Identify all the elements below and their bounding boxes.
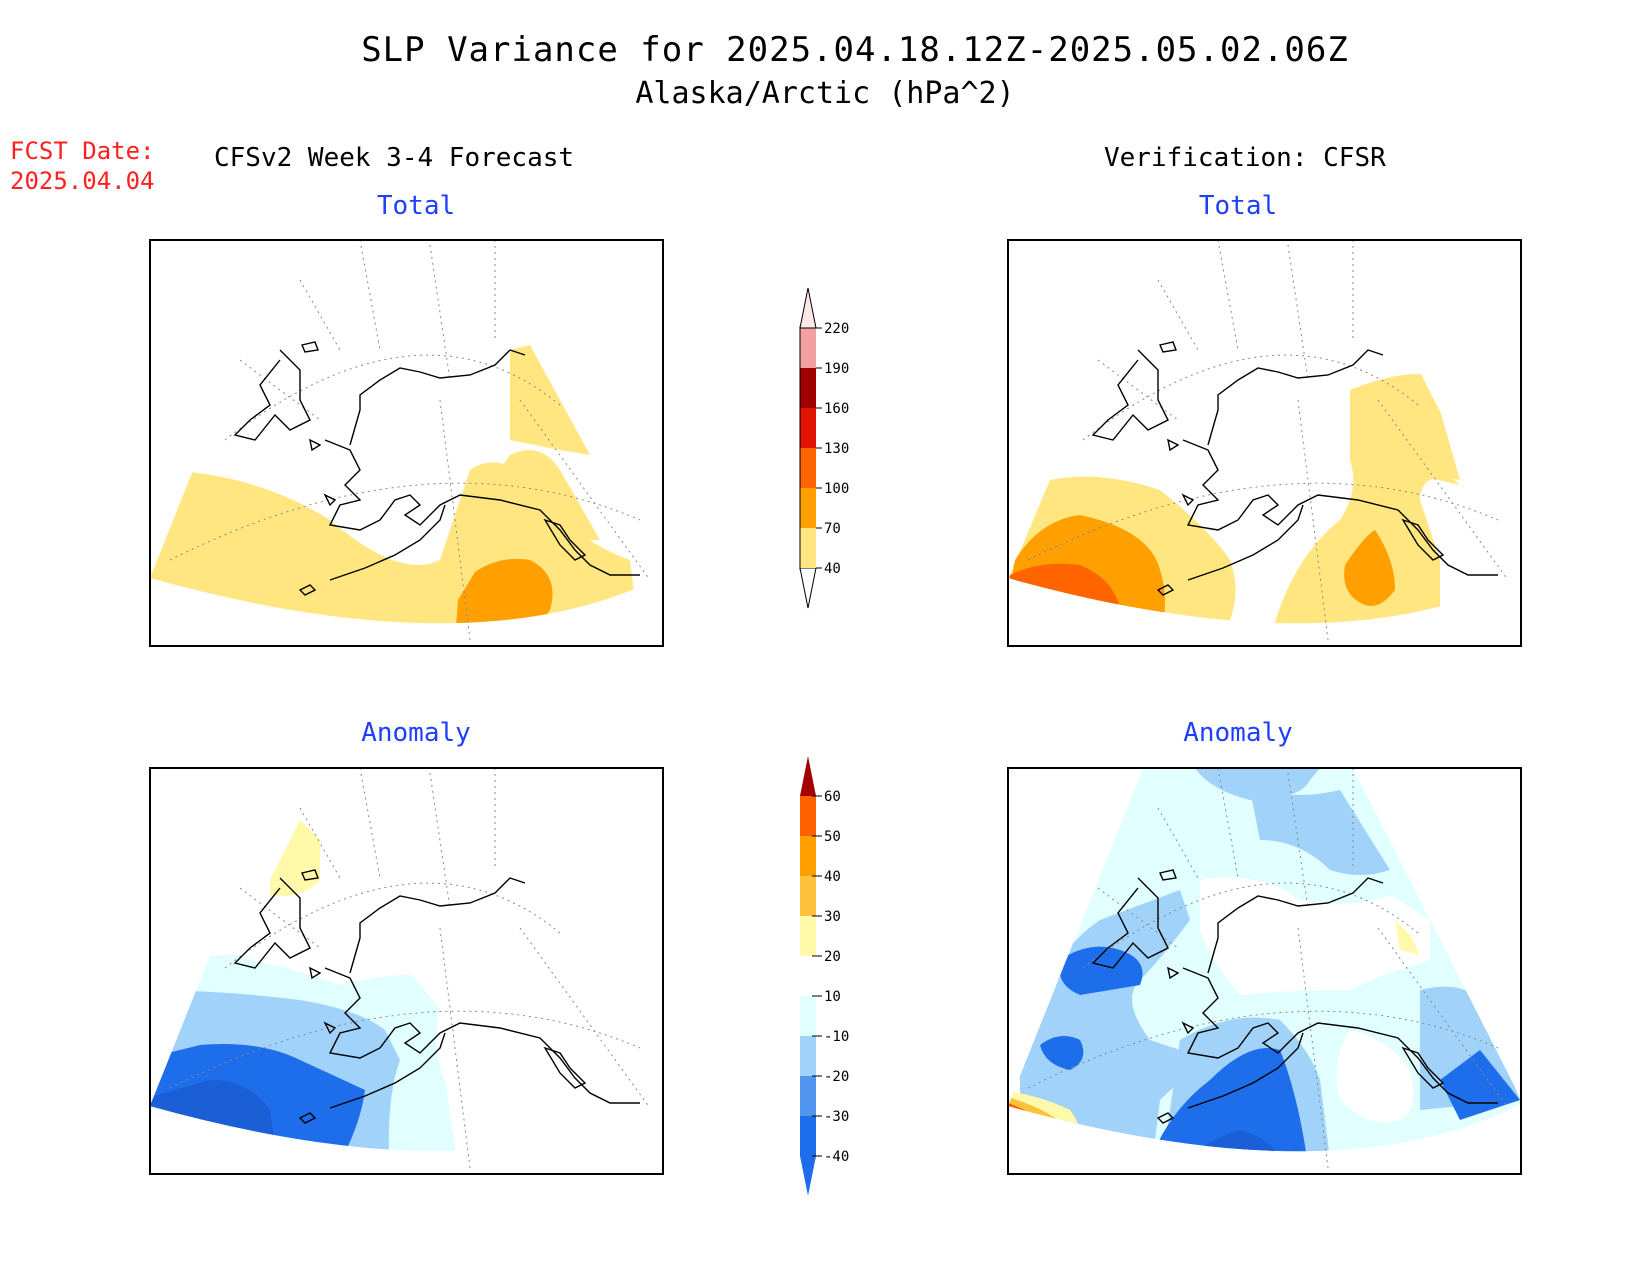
verification-anomaly-shading — [1008, 768, 1523, 1152]
forecast-anomaly-title: Anomaly — [361, 718, 471, 748]
page-subtitle: Alaska/Arctic (hPa^2) — [635, 76, 1015, 111]
forecast-date-label: FCST Date: — [10, 137, 155, 165]
graticule — [169, 239, 651, 641]
map-frame — [1007, 767, 1522, 1175]
colorbar-box — [800, 836, 816, 876]
total-colorbar: 40 70 100 130 160 190 220 — [799, 287, 849, 609]
colorbar-tick-label: 10 — [824, 989, 841, 1005]
page-title: SLP Variance for 2025.04.18.12Z-2025.05.… — [361, 30, 1349, 70]
map-frame — [1007, 239, 1522, 647]
colorbar-tick-label: 130 — [824, 441, 849, 457]
map-frame — [149, 239, 664, 647]
colorbar-box — [800, 916, 816, 956]
forecast-total-shading — [150, 345, 640, 624]
colorbar-tick-label: 40 — [824, 561, 841, 577]
colorbar-box — [800, 368, 816, 408]
colorbar-lower-extension — [800, 1156, 816, 1196]
forecast-date-block: FCST Date: 2025.04.04 — [10, 136, 155, 196]
colorbar-tick-label: -30 — [824, 1109, 849, 1125]
anomaly-colorbar: -40 -30 -20 -10 10 20 30 40 50 60 — [800, 756, 849, 1196]
colorbar-box — [800, 996, 816, 1036]
forecast-anomaly-shading — [150, 820, 460, 1152]
colorbar-tick-label: 60 — [824, 789, 841, 805]
colorbar-box — [800, 528, 816, 568]
forecast-date-value: 2025.04.04 — [10, 167, 155, 195]
colorbar-tick-label: 50 — [824, 829, 841, 845]
graticule — [1027, 239, 1509, 641]
forecast-anomaly-map — [149, 767, 664, 1175]
forecast-column-heading: CFSv2 Week 3-4 Forecast — [214, 143, 575, 173]
verification-total-title: Total — [1198, 191, 1278, 221]
colorbar-tick-label: 220 — [824, 321, 849, 337]
coastlines — [233, 341, 640, 596]
colorbar-tick-label: -10 — [824, 1029, 849, 1045]
colorbar-box — [800, 328, 816, 368]
colorbar-tick-label: 100 — [824, 481, 849, 497]
map-frame — [149, 767, 664, 1175]
graticule — [1027, 767, 1509, 1169]
forecast-total-title: Total — [376, 191, 456, 221]
colorbar-tick-label: 30 — [824, 909, 841, 925]
colorbar-box — [800, 1076, 816, 1116]
colorbar-box — [800, 876, 816, 916]
colorbar-upper-extension — [800, 756, 816, 796]
colorbar-box — [800, 488, 816, 528]
colorbar-box — [800, 448, 816, 488]
colorbar-tick-label: 20 — [824, 949, 841, 965]
colorbar-tick-label: -20 — [824, 1069, 849, 1085]
colorbar-tick-label: 190 — [824, 361, 849, 377]
colorbar-tick-label: 70 — [824, 521, 841, 537]
verification-total-shading — [1008, 374, 1460, 624]
colorbar-box — [800, 1036, 816, 1076]
coastlines — [1091, 869, 1498, 1124]
colorbar-tick-label: 40 — [824, 869, 841, 885]
forecast-total-map — [149, 239, 664, 647]
colorbar-box — [800, 1116, 816, 1156]
colorbar-box — [800, 796, 816, 836]
coastlines — [233, 869, 640, 1124]
verification-anomaly-title: Anomaly — [1183, 718, 1293, 748]
verification-total-map — [1007, 239, 1522, 647]
graticule — [169, 767, 651, 1169]
colorbar-tick-label: -40 — [824, 1149, 849, 1165]
verification-column-heading: Verification: CFSR — [1104, 143, 1386, 173]
verification-anomaly-map — [1007, 767, 1523, 1175]
colorbar-upper-extension — [799, 287, 817, 329]
colorbar-tick-label: 160 — [824, 401, 849, 417]
colorbar-lower-extension — [799, 567, 817, 609]
colorbar-box — [800, 408, 816, 448]
colorbar-box — [800, 956, 816, 996]
coastlines — [1091, 341, 1498, 596]
